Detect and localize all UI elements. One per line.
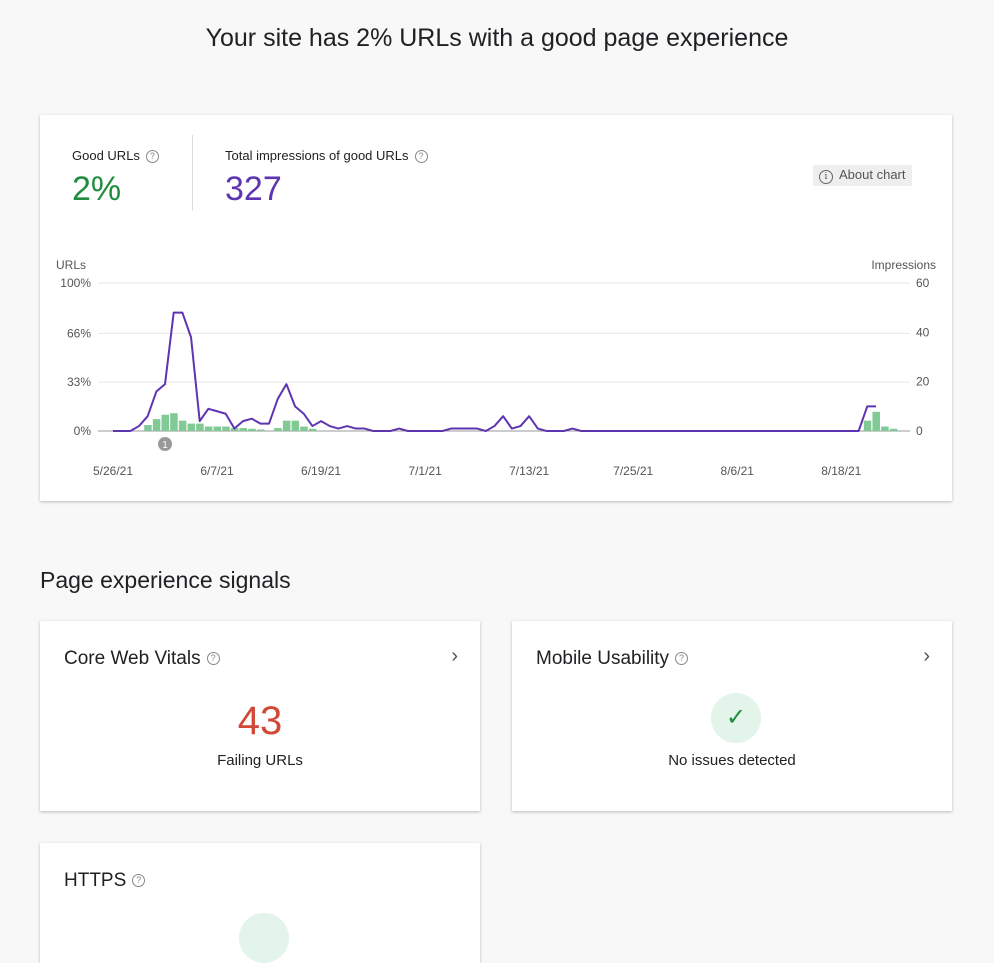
x-tick-label: 6/19/21 xyxy=(301,464,341,478)
x-tick-label: 8/18/21 xyxy=(821,464,861,478)
left-tick-label: 33% xyxy=(67,375,91,389)
bar xyxy=(187,423,196,431)
check-icon: ✓ xyxy=(711,693,761,743)
core-web-vitals-card[interactable]: Core Web Vitals? › 43 Failing URLs xyxy=(40,621,480,811)
https-card[interactable]: HTTPS? xyxy=(40,843,480,963)
help-icon[interactable]: ? xyxy=(145,150,159,164)
bar xyxy=(152,419,161,431)
impressions-label-text: Total impressions of good URLs xyxy=(225,148,409,163)
bar xyxy=(872,411,880,431)
chevron-right-icon[interactable]: › xyxy=(923,645,930,667)
left-tick-label: 66% xyxy=(67,326,91,340)
chart: URLs Impressions 100% 60 66% 40 33% 20 0% 0 5/26/2… xyxy=(56,258,936,478)
good-urls-label: Good URLs? xyxy=(72,148,159,164)
help-icon[interactable]: ? xyxy=(414,150,428,164)
card-title-text: Mobile Usability xyxy=(536,648,670,669)
bar xyxy=(256,429,265,431)
bar xyxy=(178,420,187,431)
x-tick-label: 8/6/21 xyxy=(721,464,755,478)
help-icon[interactable]: ? xyxy=(132,874,146,888)
about-chart-button[interactable]: i About chart xyxy=(813,165,912,186)
mobile-usability-card[interactable]: Mobile Usability? › ✓ No issues detected xyxy=(512,621,952,811)
right-tick-label: 40 xyxy=(916,325,930,339)
bar xyxy=(300,426,308,431)
bar xyxy=(222,426,230,431)
page-title: Your site has 2% URLs with a good page e… xyxy=(205,24,789,52)
card-title: Core Web Vitals? xyxy=(64,648,220,670)
bar xyxy=(170,413,178,431)
annotation-marker xyxy=(158,437,173,451)
card-title-text: HTTPS xyxy=(64,870,127,891)
card-title: HTTPS? xyxy=(64,870,146,892)
section-title: Page experience signals xyxy=(40,567,291,593)
bar xyxy=(308,428,317,431)
bar xyxy=(881,426,889,431)
right-axis-label: Impressions xyxy=(871,258,936,272)
help-icon[interactable]: ? xyxy=(206,652,220,666)
bar xyxy=(204,426,213,431)
impressions-label: Total impressions of good URLs? xyxy=(225,148,428,164)
bar xyxy=(196,423,204,431)
annotation-label: 1 xyxy=(162,440,168,451)
failing-urls-caption: Failing URLs xyxy=(217,752,303,769)
good-urls-label-text: Good URLs xyxy=(72,148,140,163)
card-title: Mobile Usability? xyxy=(536,648,689,670)
bar xyxy=(889,428,898,431)
bar xyxy=(282,420,291,431)
right-tick-label: 60 xyxy=(916,276,930,290)
bar xyxy=(863,420,872,431)
left-tick-label: 0% xyxy=(74,424,92,438)
good-urls-value: 2% xyxy=(72,170,122,208)
x-tick-label: 6/7/21 xyxy=(200,464,234,478)
help-icon[interactable]: ? xyxy=(675,652,689,666)
left-axis-label: URLs xyxy=(56,258,86,272)
bar xyxy=(291,420,300,431)
bar xyxy=(230,428,239,431)
bar xyxy=(144,425,152,431)
bar xyxy=(213,426,222,431)
bar xyxy=(274,428,282,431)
divider xyxy=(192,135,193,211)
status-circle-icon xyxy=(239,913,289,963)
info-icon: i xyxy=(819,170,833,184)
bar xyxy=(239,428,248,431)
right-tick-label: 0 xyxy=(916,424,923,438)
right-tick-label: 20 xyxy=(916,375,930,389)
chevron-right-icon[interactable]: › xyxy=(451,645,458,667)
summary-chart-card: Good URLs? 2% Total impressions of good … xyxy=(40,115,952,501)
bar xyxy=(161,414,170,431)
about-chart-label: About chart xyxy=(839,167,906,182)
x-tick-label: 7/1/21 xyxy=(408,464,442,478)
impressions-line xyxy=(113,311,876,432)
failing-urls-count: 43 xyxy=(237,699,283,743)
no-issues-caption: No issues detected xyxy=(668,752,796,769)
bar xyxy=(248,428,256,431)
x-tick-label: 5/26/21 xyxy=(93,464,133,478)
card-title-text: Core Web Vitals xyxy=(64,648,201,669)
left-tick-label: 100% xyxy=(60,276,91,290)
x-tick-label: 7/25/21 xyxy=(613,464,653,478)
x-tick-label: 7/13/21 xyxy=(509,464,549,478)
impressions-value: 327 xyxy=(225,170,282,208)
